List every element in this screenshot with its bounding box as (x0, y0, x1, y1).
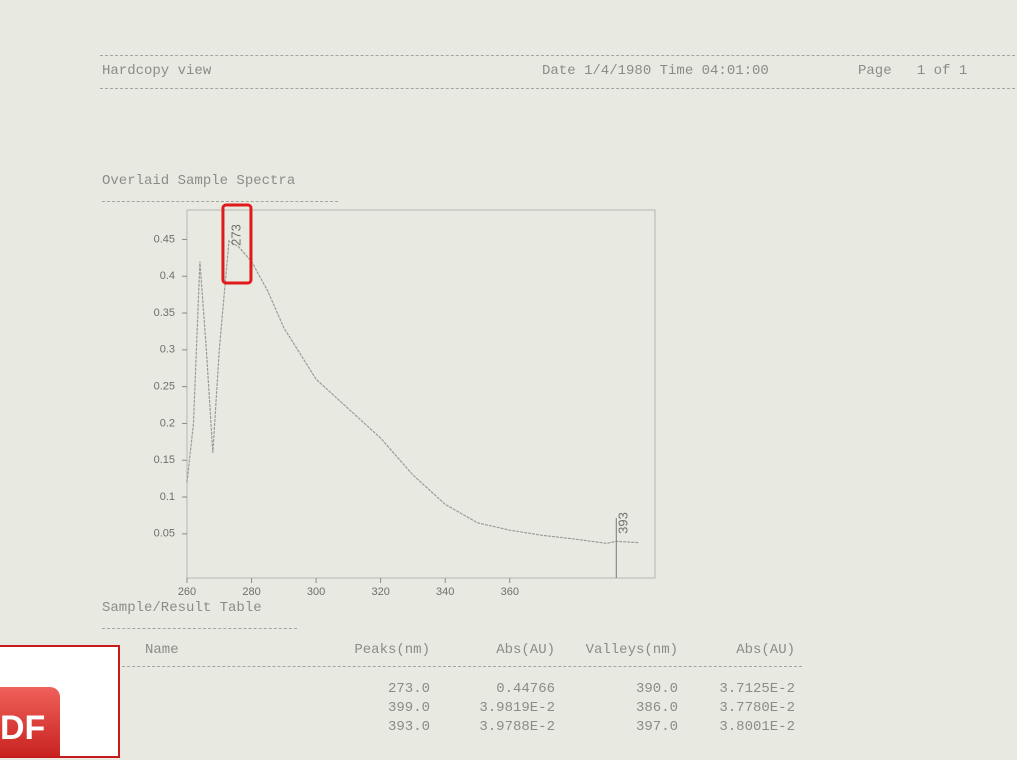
y-tick-label: 0.3 (160, 344, 175, 356)
y-tick-label: 0.2 (160, 417, 175, 429)
y-tick-label: 0.25 (154, 381, 175, 393)
column-header: Name (145, 642, 179, 658)
rule (102, 628, 297, 629)
x-tick-label: 360 (501, 586, 519, 598)
table-cell: 3.7125E-2 (635, 681, 795, 697)
x-tick-label: 320 (371, 586, 389, 598)
table-title: Sample/Result Table (102, 600, 262, 616)
y-tick-label: 0.4 (160, 270, 175, 282)
table-cell: 3.7780E-2 (635, 700, 795, 716)
icon: DF (0, 687, 60, 758)
page: {"header": {"title": "Hardcopy view", "d… (0, 0, 1017, 760)
rule (102, 666, 802, 667)
annotation: 273 (228, 224, 243, 246)
y-tick-label: 0.05 (154, 528, 175, 540)
x-tick-label: 280 (242, 586, 260, 598)
spectrum-line (187, 241, 639, 543)
badge-text: DF (0, 709, 45, 748)
table-cell: 3.8001E-2 (635, 719, 795, 735)
pdf-icon[interactable]: DF (0, 645, 120, 758)
x-tick-label: 260 (178, 586, 196, 598)
plot-frame (187, 210, 655, 578)
x-tick-label: 340 (436, 586, 454, 598)
x-tick-label: 300 (307, 586, 325, 598)
column-header: Abs(AU) (635, 642, 795, 658)
y-tick-label: 0.35 (154, 307, 175, 319)
annotation: 393 (616, 512, 631, 534)
y-tick-label: 0.1 (160, 491, 175, 503)
y-tick-label: 0.15 (154, 454, 175, 466)
y-tick-label: 0.45 (154, 233, 175, 245)
